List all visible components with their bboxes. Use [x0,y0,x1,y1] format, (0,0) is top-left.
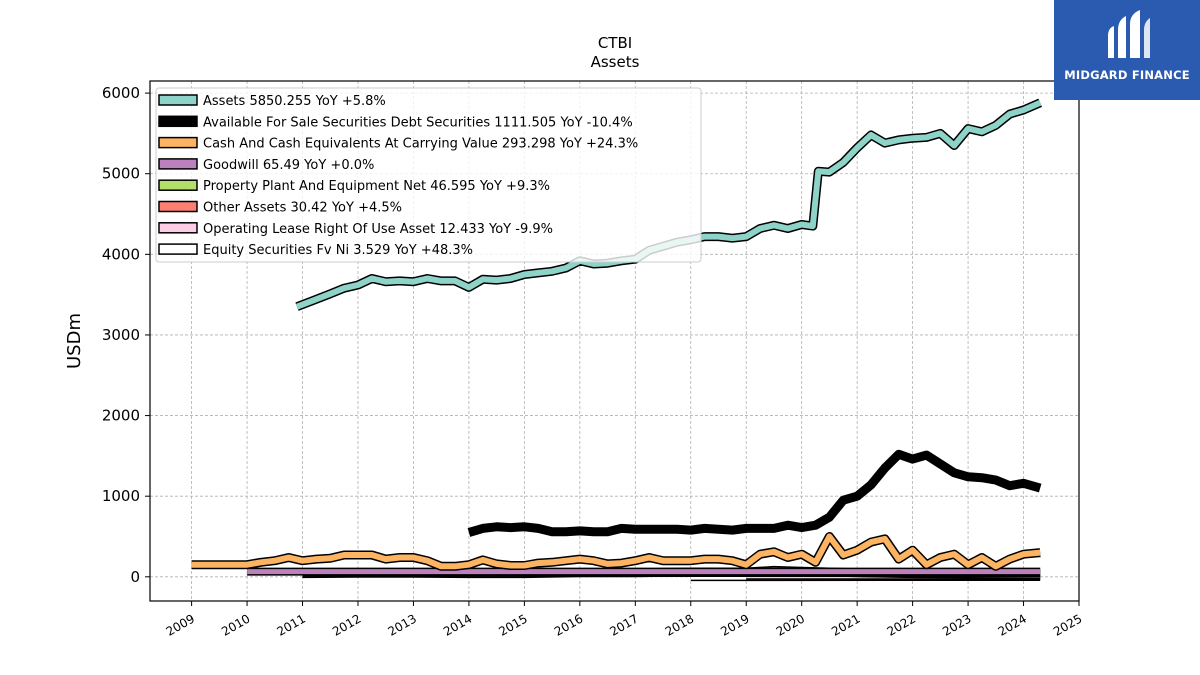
x-tick-label: 2010 [219,611,252,638]
series-line-cash-and-cash-equivalents-at-carrying-value [191,533,1041,570]
brand-logo: MIDGARD FINANCE [1054,0,1200,100]
x-tick-label: 2009 [164,611,197,638]
x-tick-label: 2011 [275,611,308,638]
chart-subtitle: Assets [591,53,640,71]
legend-swatch [158,158,198,170]
legend-entry: Other Assets 30.42 YoY +4.5% [203,201,402,216]
legend-entry: Property Plant And Equipment Net 46.595 … [203,179,550,194]
legend-entry: Equity Securities Fv Ni 3.529 YoY +48.3% [203,243,473,258]
midgard-logo-icon [1108,10,1150,58]
y-tick-label: 0 [130,568,140,586]
y-tick-label: 2000 [102,407,140,425]
x-tick-label: 2025 [1051,611,1084,638]
x-tick-label: 2020 [774,611,807,638]
legend-box [155,87,702,263]
chart-title: CTBI [598,34,632,52]
y-tick-label: 3000 [102,326,140,344]
x-tick-label: 2014 [441,611,474,638]
x-tick-label: 2023 [940,611,973,638]
legend-entry: Assets 5850.255 YoY +5.8% [203,94,386,109]
legend-swatch [158,94,198,106]
legend-entry: Goodwill 65.49 YoY +0.0% [203,158,374,173]
legend-entry: Cash And Cash Equivalents At Carrying Va… [203,137,638,152]
x-tick-label: 2021 [829,611,862,638]
x-tick-label: 2016 [552,611,585,638]
legend-swatch [158,243,198,255]
axis-ticks: 0 1000 2000 3000 4000 5000 6000 2009 2010 2011 201… [102,84,1085,639]
x-tick-label: 2022 [885,611,918,638]
x-tick-label: 2019 [718,611,751,638]
legend-swatch [158,222,198,234]
brand-name: MIDGARD FINANCE [1064,68,1190,82]
plot-frame [149,80,1080,602]
y-tick-label: 4000 [102,245,140,263]
legend-swatch [158,200,198,213]
y-tick-label: 1000 [102,487,140,505]
x-tick-label: 2017 [607,611,640,638]
legend-swatch [158,115,198,128]
y-tick-label: 5000 [102,165,140,183]
legend-swatch [158,179,198,191]
x-tick-label: 2018 [663,611,696,638]
y-tick-label: 6000 [102,84,140,102]
series-layer [191,98,1042,582]
y-axis-label: USDm [64,313,85,369]
legend: Assets 5850.255 YoY +5.8% Available For S… [155,87,702,263]
x-tick-label: 2013 [385,611,418,638]
legend-swatch [158,136,198,149]
x-tick-label: 2015 [496,611,529,638]
legend-entry: Operating Lease Right Of Use Asset 12.43… [203,222,553,237]
x-tick-label: 2024 [996,611,1029,638]
legend-entry: Available For Sale Securities Debt Secur… [203,115,633,130]
x-tick-label: 2012 [330,611,363,638]
series-line-available-for-sale-securities-debt-securities [467,449,1042,537]
